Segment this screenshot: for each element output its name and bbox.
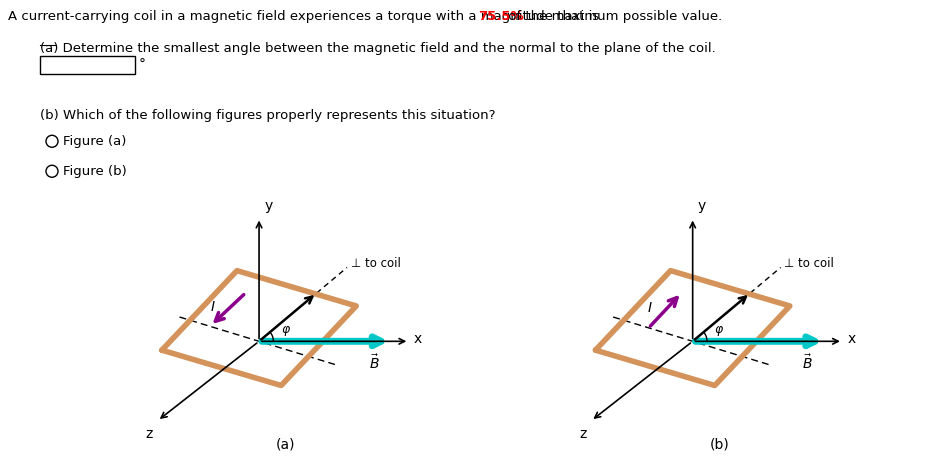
Circle shape <box>46 165 58 177</box>
Text: φ: φ <box>281 323 289 336</box>
Text: z: z <box>146 427 153 441</box>
Text: °: ° <box>139 58 146 72</box>
Text: $\vec{B}$: $\vec{B}$ <box>802 354 812 372</box>
Text: y: y <box>264 199 272 213</box>
Text: (a) Determine the smallest angle between the magnetic field and the normal to th: (a) Determine the smallest angle between… <box>40 42 715 55</box>
Text: I: I <box>210 300 214 314</box>
Text: (b) Which of the following figures properly represents this situation?: (b) Which of the following figures prope… <box>40 109 495 122</box>
Text: A current-carrying coil in a magnetic field experiences a torque with a magnitud: A current-carrying coil in a magnetic fi… <box>8 10 603 23</box>
Text: φ: φ <box>714 323 723 336</box>
Text: ⊥ to coil: ⊥ to coil <box>350 257 400 270</box>
Text: (b): (b) <box>708 438 728 452</box>
Text: z: z <box>579 427 586 441</box>
Text: 75.5%: 75.5% <box>477 10 523 23</box>
Text: (a): (a) <box>275 438 295 452</box>
Text: x: x <box>413 332 422 346</box>
Text: Figure (b): Figure (b) <box>63 165 127 178</box>
Text: y: y <box>697 199 705 213</box>
Text: $\vec{B}$: $\vec{B}$ <box>368 354 379 372</box>
Circle shape <box>46 135 58 147</box>
Text: I: I <box>646 301 651 315</box>
Text: Figure (a): Figure (a) <box>63 135 127 148</box>
Text: of the maximum possible value.: of the maximum possible value. <box>504 10 722 23</box>
Bar <box>40 56 135 74</box>
Text: x: x <box>846 332 855 346</box>
Text: ⊥ to coil: ⊥ to coil <box>783 257 833 270</box>
